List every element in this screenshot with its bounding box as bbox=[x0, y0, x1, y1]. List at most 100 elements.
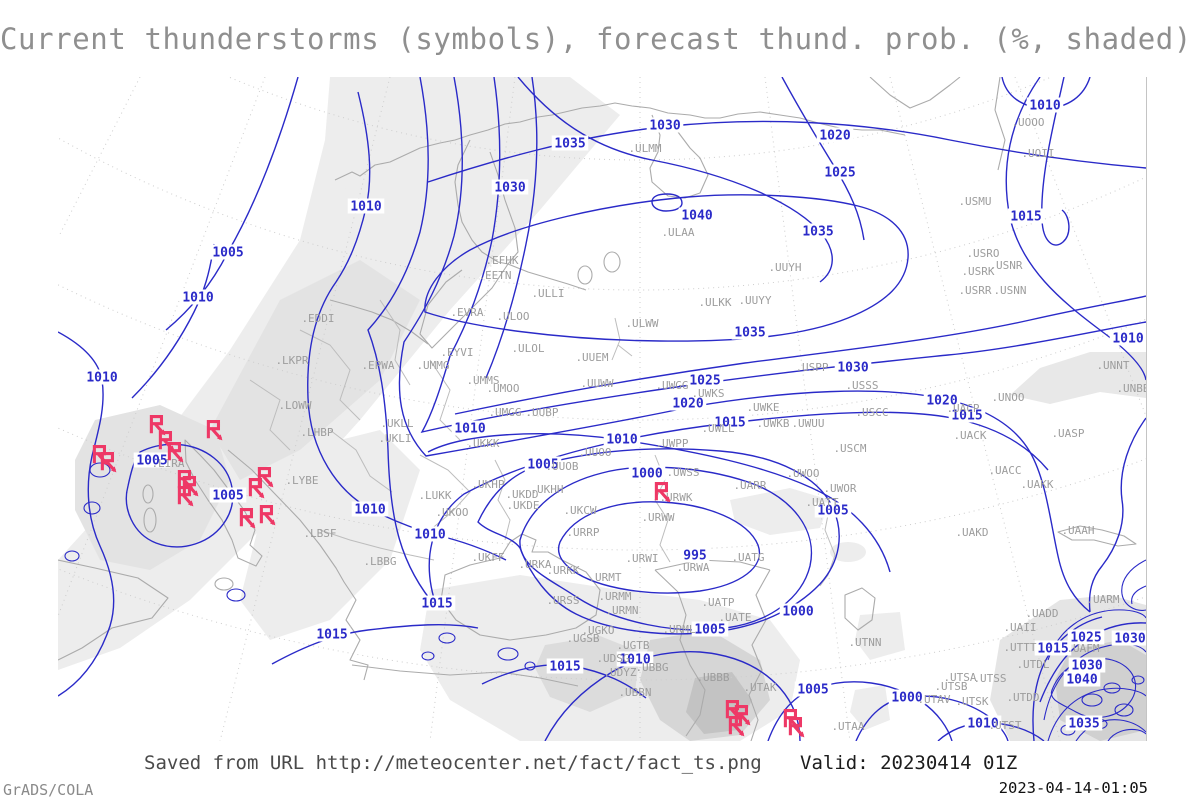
svg-text:1015: 1015 bbox=[1037, 642, 1068, 657]
svg-text:995: 995 bbox=[683, 549, 706, 564]
station-label: .UTNN bbox=[848, 636, 881, 649]
svg-text:1035: 1035 bbox=[734, 326, 765, 341]
isobar-label: 1005 bbox=[691, 621, 729, 638]
isobar-label: 1030 bbox=[1068, 657, 1106, 674]
station-label: .UUYY bbox=[738, 294, 771, 307]
isobar-label: 995 bbox=[680, 547, 710, 564]
isobar-label: 1030 bbox=[491, 179, 529, 196]
station-label: .USNN bbox=[993, 284, 1026, 297]
station-label: .UUEM bbox=[575, 351, 608, 364]
svg-text:1025: 1025 bbox=[824, 166, 855, 181]
station-label: .UWPP bbox=[655, 437, 688, 450]
isobar-label: 1015 bbox=[711, 414, 749, 431]
station-label: .UBBN bbox=[618, 686, 651, 699]
isobar-label: 1010 bbox=[616, 651, 654, 668]
station-label: .URWA bbox=[676, 561, 709, 574]
station-label: .UNNT bbox=[1096, 359, 1129, 372]
station-label: .LHBP bbox=[300, 426, 333, 439]
station-label: .LBSF bbox=[303, 527, 336, 540]
svg-text:1025: 1025 bbox=[689, 374, 720, 389]
saved-url-note: Saved from URL http://meteocenter.net/fa… bbox=[144, 752, 762, 774]
isobar-label: 1020 bbox=[923, 392, 961, 409]
station-label: .UUOO bbox=[578, 446, 611, 459]
svg-text:1030: 1030 bbox=[1114, 632, 1145, 647]
station-label: .UGSB bbox=[566, 632, 599, 645]
isobar-label: 1010 bbox=[1026, 97, 1064, 114]
isobar-label: 1000 bbox=[888, 689, 926, 706]
station-label: .EDDI bbox=[301, 312, 334, 325]
station-label: .UMOO bbox=[486, 382, 519, 395]
svg-text:1005: 1005 bbox=[527, 458, 558, 473]
isobar-label: 1035 bbox=[799, 223, 837, 240]
station-label: .UKOO bbox=[435, 506, 468, 519]
station-label: .UGKO bbox=[581, 624, 614, 637]
isobar-label: 1015 bbox=[1007, 208, 1045, 225]
isobar-label: 1000 bbox=[779, 603, 817, 620]
svg-text:1030: 1030 bbox=[1071, 659, 1102, 674]
isobar-label: 1010 bbox=[451, 420, 489, 437]
station-label: .UGTB bbox=[616, 639, 649, 652]
isobar-label: 1005 bbox=[209, 244, 247, 261]
station-label: .URWW bbox=[641, 511, 674, 524]
isobar-label: 1015 bbox=[313, 626, 351, 643]
isobar-label: 1035 bbox=[731, 324, 769, 341]
station-label: .UTDL bbox=[1016, 658, 1049, 671]
station-label: .LYBE bbox=[285, 474, 318, 487]
svg-text:1020: 1020 bbox=[672, 397, 703, 412]
svg-text:1035: 1035 bbox=[802, 225, 833, 240]
station-label: .UOOO bbox=[1011, 116, 1044, 129]
station-label: .UACK bbox=[953, 429, 986, 442]
isobar-label: 1005 bbox=[133, 452, 171, 469]
station-label: .UTAV bbox=[917, 693, 950, 706]
generation-timestamp: 2023-04-14-01:05 bbox=[998, 779, 1148, 797]
svg-text:1010: 1010 bbox=[1112, 332, 1143, 347]
isobar-label: 1020 bbox=[669, 395, 707, 412]
station-label: .UDYZ bbox=[603, 666, 636, 679]
valid-time-label: Valid: 20230414 01Z bbox=[800, 752, 1018, 774]
isobar-label: 1015 bbox=[948, 407, 986, 424]
station-label: .UMMS bbox=[466, 374, 499, 387]
station-label: .USRK bbox=[961, 265, 994, 278]
svg-text:1010: 1010 bbox=[454, 422, 485, 437]
station-id-labels: .ULMM .UOOO .UOII .USMU .ULAA .USRO .EFHK .USNR… bbox=[151, 116, 1146, 733]
station-label: .UTAK bbox=[743, 681, 776, 694]
station-label: .ULOO bbox=[496, 310, 529, 323]
isobar-value-labels: 1010 1030 1020 1035 1025 1030 1010 1040 1015 1035… bbox=[83, 97, 1146, 732]
isobar-label: 1000 bbox=[628, 465, 666, 482]
isobar-label: 1005 bbox=[524, 456, 562, 473]
svg-text:1030: 1030 bbox=[649, 119, 680, 134]
station-label: .UASP bbox=[1051, 427, 1084, 440]
station-label: .LOWW bbox=[278, 399, 311, 412]
station-label: .UATG bbox=[731, 551, 764, 564]
svg-text:1015: 1015 bbox=[714, 416, 745, 431]
svg-text:1025: 1025 bbox=[1070, 631, 1101, 646]
station-label: .EYVI bbox=[440, 346, 473, 359]
svg-text:1035: 1035 bbox=[1068, 717, 1099, 732]
svg-text:1010: 1010 bbox=[606, 433, 637, 448]
isobar-label: 1035 bbox=[1065, 715, 1103, 732]
station-label: .UAKK bbox=[1020, 478, 1053, 491]
station-label: .LKPR bbox=[275, 354, 308, 367]
station-label: .USMU bbox=[958, 195, 991, 208]
isobar-label: 1010 bbox=[964, 715, 1002, 732]
station-label: .UKFF bbox=[471, 551, 504, 564]
svg-text:1035: 1035 bbox=[554, 137, 585, 152]
svg-text:1010: 1010 bbox=[354, 503, 385, 518]
station-label: .UWLL bbox=[701, 422, 734, 435]
isobar-label: 1030 bbox=[834, 359, 872, 376]
station-label: .USPP bbox=[795, 361, 828, 374]
isobar-label: 1030 bbox=[1111, 630, 1146, 647]
svg-text:1010: 1010 bbox=[182, 291, 213, 306]
isobar-label: 1005 bbox=[209, 487, 247, 504]
svg-text:1005: 1005 bbox=[817, 504, 848, 519]
station-label: .UATP bbox=[701, 596, 734, 609]
svg-text:1010: 1010 bbox=[350, 200, 381, 215]
station-label: .UBBG bbox=[635, 661, 668, 674]
station-label: .UAAH bbox=[1061, 524, 1094, 537]
svg-text:1015: 1015 bbox=[951, 409, 982, 424]
station-label: .UAII bbox=[1003, 621, 1036, 634]
grads-cola-credit: GrADS/COLA bbox=[3, 781, 94, 799]
station-label: .UKHH bbox=[530, 483, 563, 496]
isobar-label: 1010 bbox=[351, 501, 389, 518]
isobar-label: 1040 bbox=[678, 207, 716, 224]
